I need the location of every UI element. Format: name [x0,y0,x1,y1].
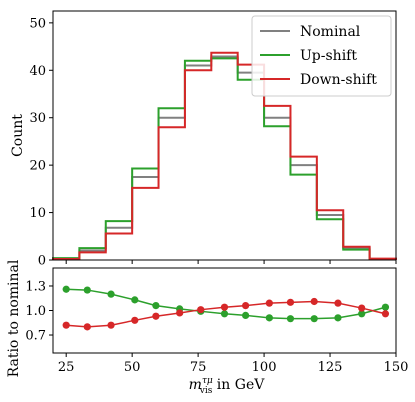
ratio-point-up-shift [358,310,366,318]
ratio-point-up-shift [242,311,250,320]
ratio-y-tick-label: 1.3 [25,279,46,294]
ratio-point-up-shift [334,314,342,322]
ratio-point-up-shift [83,286,91,294]
ratio-x-tick-label: 50 [124,360,141,375]
ratio-point-up-shift [220,310,229,318]
ratio-point-down-shift [152,312,160,320]
ratio-x-tick-label: 100 [252,360,277,375]
ratio-point-down-shift [310,297,318,306]
ratio-point-down-shift [197,306,205,314]
ratio-point-down-shift [358,304,366,312]
histogram-y-tick-label: 40 [29,64,46,79]
histogram-line-down-shift [52,51,397,261]
ratio-y-tick-label: 0.7 [25,329,46,344]
histogram-y-tick-label: 0 [38,254,46,269]
legend-label-up-shift: Up-shift [300,48,357,64]
ratio-x-tick-label: 150 [384,360,409,375]
ratio-x-tick-label: 125 [318,360,343,375]
histogram-y-axis-label: Count [10,114,26,157]
ratio-point-up-shift [107,290,115,298]
histogram-panel: 0 10 20 30 40 50 Count Nominal Up-shift Down-sh… [10,10,397,269]
histogram-axes-frame [52,10,397,261]
ratio-point-down-shift [62,321,70,329]
legend-label-nominal: Nominal [300,24,361,40]
histogram-x-ticks [65,260,397,264]
ratio-series-group [62,285,390,331]
ratio-y-tick-label: 1.0 [25,304,46,319]
legend: Nominal Up-shift Down-shift [251,15,392,97]
ratio-point-up-shift [131,296,139,304]
ratio-point-up-shift [152,301,160,310]
ratio-point-down-shift [265,299,273,307]
ratio-point-down-shift [83,323,91,331]
ratio-panel: 0.7 1.0 1.3 25 50 75 100 125 150 Ratio to nomin… [6,259,408,396]
ratio-point-up-shift [62,285,70,293]
histogram-y-tick-label: 20 [29,159,46,174]
ratio-x-tick-label: 25 [58,360,75,375]
ratio-point-down-shift [107,321,115,329]
histogram-y-tick-label: 50 [29,16,46,31]
ratio-y-axis-label: Ratio to nominal [6,259,22,377]
ratio-x-ticks: 25 50 75 100 125 150 [58,353,408,375]
ratio-point-up-shift [310,315,318,323]
ratio-point-down-shift [381,310,390,318]
ratio-point-down-shift [131,316,139,324]
legend-label-down-shift: Down-shift [300,72,377,88]
ratio-x-axis-label: mτμ vis in GeV [189,376,266,396]
ratio-y-ticks: 0.7 1.0 1.3 [25,279,53,344]
ratio-point-up-shift [286,315,295,323]
histogram-y-tick-label: 10 [29,206,46,221]
ratio-point-down-shift [334,299,342,307]
ratio-point-down-shift [242,301,250,310]
ratio-point-down-shift [176,309,184,317]
legend-box [251,15,392,97]
ratio-point-up-shift [265,314,273,322]
ratio-point-down-shift [286,298,295,306]
ratio-x-tick-label: 75 [190,360,207,375]
histogram-y-tick-label: 30 [29,111,46,126]
ratio-point-up-shift [381,303,390,311]
histogram-y-ticks: 0 10 20 30 40 50 [29,16,53,269]
ratio-point-down-shift [220,303,229,311]
histogram-series-group [52,51,397,261]
